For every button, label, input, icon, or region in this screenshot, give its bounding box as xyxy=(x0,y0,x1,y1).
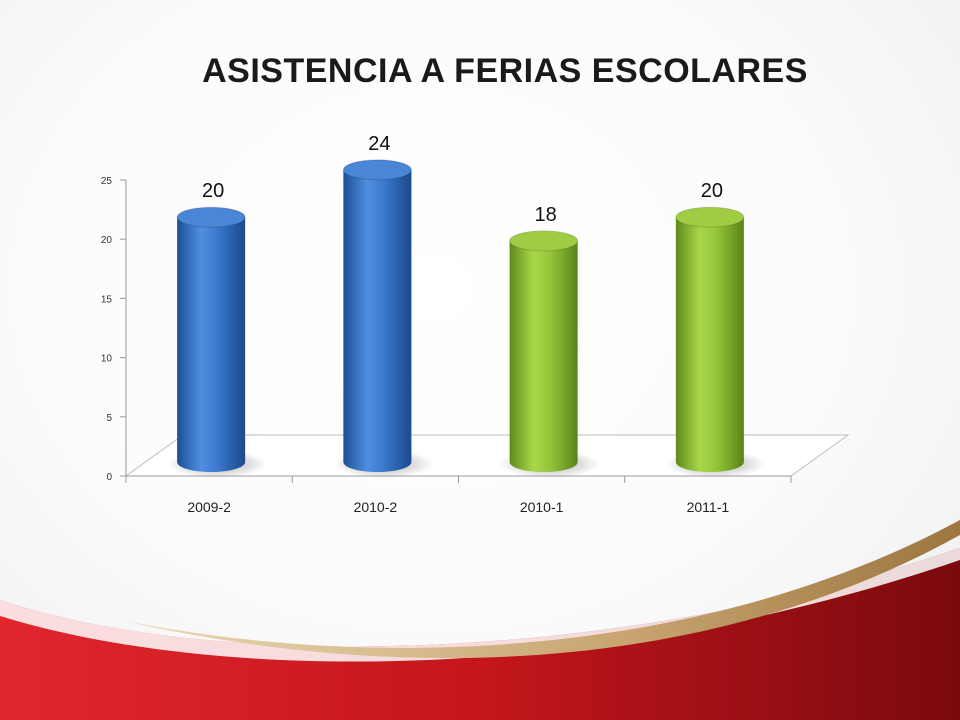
data-labels: 20 24 18 20 xyxy=(202,133,723,226)
x-tick-label: 2009-2 xyxy=(187,499,231,515)
bar-2009-2 xyxy=(167,206,268,478)
bar-body xyxy=(675,217,744,472)
bar-top-cap xyxy=(509,230,579,252)
bars xyxy=(167,159,766,478)
data-label: 20 xyxy=(701,180,723,202)
bar-body xyxy=(509,240,578,472)
y-ticks: 0 5 10 15 20 25 xyxy=(101,176,126,483)
y-tick-label: 15 xyxy=(101,294,113,305)
bar-top-cap xyxy=(675,206,745,228)
bar-2010-1 xyxy=(499,230,600,478)
slide-title: ASISTENCIA A FERIAS ESCOLARES xyxy=(202,52,808,90)
bar-2011-1 xyxy=(665,206,766,478)
x-ticks: 2009-2 2010-2 2010-1 2011-1 xyxy=(125,476,792,515)
bar-top-cap xyxy=(342,159,412,181)
bar-top-cap xyxy=(176,206,246,228)
bar-2010-2 xyxy=(333,159,434,478)
y-tick-label: 20 xyxy=(101,235,113,246)
bar-body xyxy=(177,217,246,472)
x-tick-label: 2010-1 xyxy=(520,499,564,515)
data-label: 24 xyxy=(368,133,390,155)
x-tick-label: 2011-1 xyxy=(687,499,730,515)
y-tick-label: 25 xyxy=(101,176,113,187)
y-tick-label: 5 xyxy=(106,413,112,424)
data-label: 18 xyxy=(535,204,557,226)
bar-body xyxy=(343,169,412,472)
data-label: 20 xyxy=(202,180,224,202)
bar-chart: 0 5 10 15 20 25 2009-2 2010-2 2010-1 2011-1 20 24… xyxy=(101,133,850,515)
y-tick-label: 0 xyxy=(106,472,112,483)
x-tick-label: 2010-2 xyxy=(354,499,398,515)
y-tick-label: 10 xyxy=(101,354,113,365)
